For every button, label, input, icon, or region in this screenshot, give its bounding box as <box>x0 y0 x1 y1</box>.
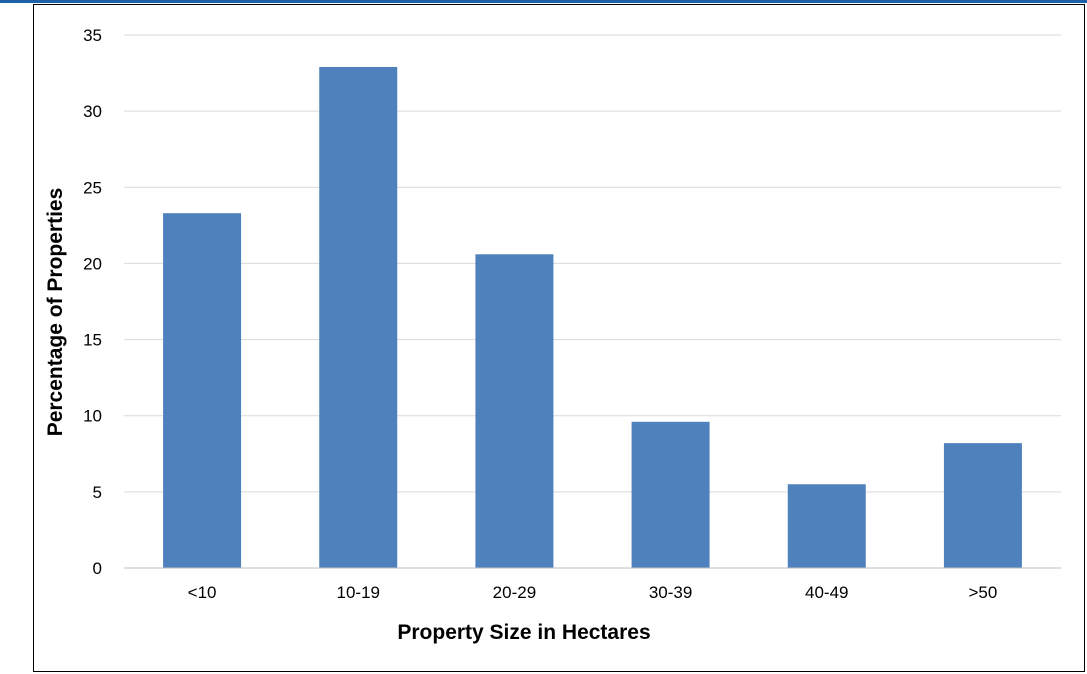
bar-chart: 0 5 10 15 20 25 30 35 <10 10-19 20-29 30-39 40-49 >5… <box>44 26 1061 644</box>
bars <box>163 66 1022 569</box>
y-tick-label: 20 <box>83 254 102 273</box>
y-tick-label: 15 <box>83 331 102 350</box>
top-color-strip <box>0 0 1087 3</box>
y-tick-label: 0 <box>93 559 102 578</box>
bar <box>475 254 554 568</box>
y-tick-label: 5 <box>93 483 102 502</box>
bar <box>319 66 398 569</box>
x-tick-label: 30-39 <box>649 583 692 602</box>
y-tick-labels: 0 5 10 15 20 25 30 35 <box>83 26 102 578</box>
bar <box>163 213 242 568</box>
bar <box>787 484 866 568</box>
y-tick-label: 10 <box>83 407 102 426</box>
x-tick-label: 20-29 <box>493 583 536 602</box>
x-tick-label: 10-19 <box>337 583 380 602</box>
bar <box>943 443 1022 568</box>
x-tick-label: <10 <box>188 583 217 602</box>
y-tick-label: 30 <box>83 102 102 121</box>
chart-frame: 0 5 10 15 20 25 30 35 <10 10-19 20-29 30-39 40-49 >5… <box>33 4 1085 672</box>
y-tick-label: 25 <box>83 178 102 197</box>
x-tick-label: 40-49 <box>805 583 848 602</box>
bar <box>631 421 710 568</box>
y-tick-label: 35 <box>83 26 102 45</box>
x-tick-label: >50 <box>968 583 997 602</box>
x-axis-title: Property Size in Hectares <box>397 621 650 644</box>
x-tick-labels: <10 10-19 20-29 30-39 40-49 >50 <box>188 583 998 602</box>
gridlines <box>124 34 1061 493</box>
y-axis-title: Percentage of Properties <box>44 188 67 437</box>
